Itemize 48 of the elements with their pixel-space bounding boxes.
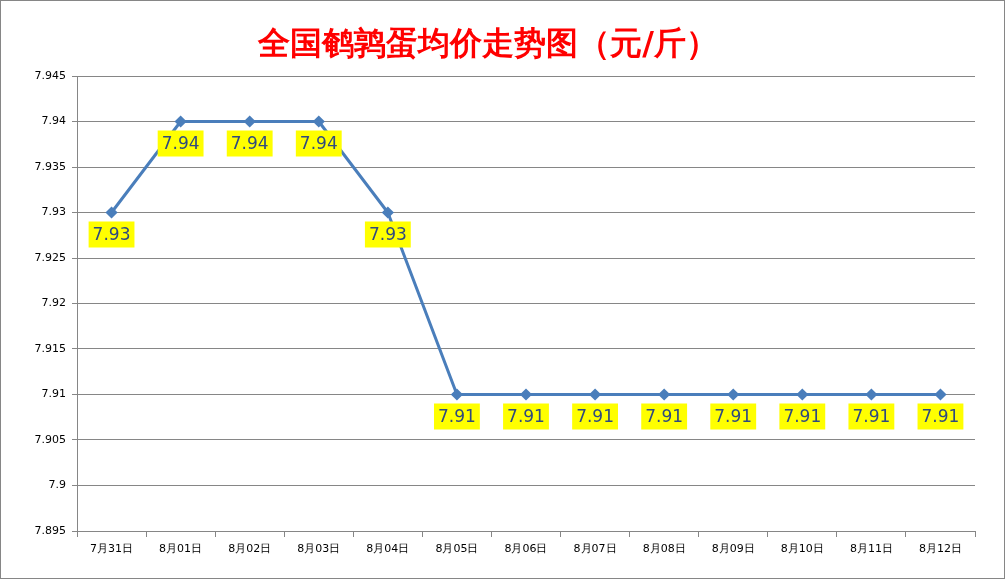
x-tick-label: 8月02日	[228, 542, 272, 556]
point	[313, 116, 325, 127]
x-tick-label: 8月11日	[849, 542, 893, 556]
point	[106, 207, 118, 218]
data-label: 7.93	[368, 223, 407, 244]
y-tick-label: 7.91	[41, 387, 66, 401]
y-tick-label: 7.92	[41, 296, 66, 310]
x-tick-label: 8月05日	[435, 542, 479, 556]
data-label: 7.91	[645, 405, 684, 426]
data-label: 7.91	[507, 405, 545, 426]
x-tick-label: 8月08日	[642, 542, 686, 556]
data-label: 7.91	[437, 405, 476, 426]
data-label: 7.93	[92, 223, 131, 244]
point	[520, 389, 532, 400]
y-tick-label: 7.935	[34, 159, 66, 173]
point	[382, 207, 394, 218]
x-tick-label: 8月03日	[297, 542, 341, 556]
data-label: 7.94	[161, 132, 200, 153]
y-tick-label: 7.905	[34, 432, 66, 446]
point	[451, 389, 463, 400]
y-tick-label: 7.93	[41, 205, 66, 219]
point	[796, 389, 808, 400]
x-tick-label: 8月01日	[159, 542, 203, 556]
chart-title: 全国鹌鹑蛋均价走势图（元/斤）	[257, 23, 718, 62]
data-label: 7.91	[852, 405, 891, 426]
y-tick-label: 7.945	[34, 68, 66, 82]
data-label: 7.94	[230, 132, 269, 153]
y-tick-label: 7.925	[34, 250, 66, 264]
x-tick-label: 8月06日	[504, 542, 548, 556]
y-tick-label: 7.9	[48, 478, 66, 492]
x-tick-label: 8月09日	[711, 542, 755, 556]
point	[589, 389, 601, 400]
x-tick-label: 8月07日	[573, 542, 617, 556]
point	[244, 116, 256, 127]
data-label: 7.91	[576, 405, 615, 426]
y-tick-label: 7.94	[41, 114, 66, 128]
x-tick-label: 8月04日	[366, 542, 410, 556]
data-label: 7.91	[714, 405, 753, 426]
data-label: 7.94	[299, 132, 338, 153]
x-tick-label: 8月10日	[780, 542, 824, 556]
point	[727, 389, 739, 400]
y-tick-label: 7.895	[34, 523, 66, 537]
point	[658, 389, 670, 400]
x-tick-label: 8月12日	[918, 542, 962, 556]
x-tick-label: 7月31日	[90, 542, 134, 556]
data-label: 7.91	[783, 405, 822, 426]
data-label: 7.91	[921, 405, 960, 426]
y-tick-label: 7.915	[34, 341, 66, 355]
